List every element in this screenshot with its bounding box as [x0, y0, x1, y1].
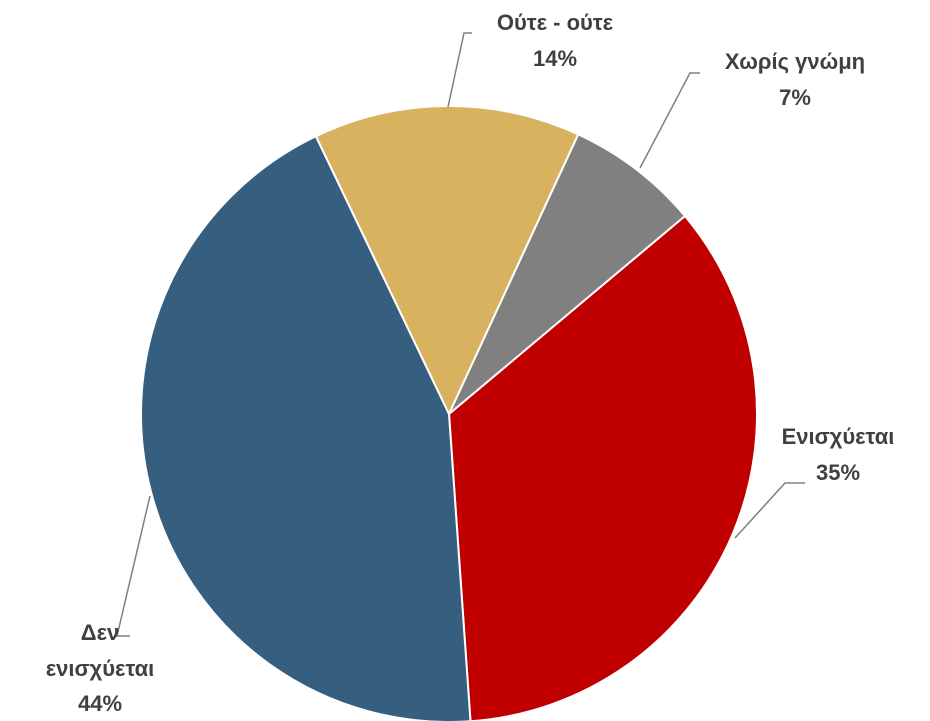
leader-lines — [116, 32, 805, 637]
pie-slice — [314, 105, 580, 417]
label-name: Ενισχύεται — [781, 424, 895, 449]
leader-line — [116, 495, 151, 637]
data-label: Ούτε - ούτε 14% — [470, 5, 640, 77]
label-value: 7% — [779, 85, 811, 110]
label-name: Ούτε - ούτε — [496, 10, 614, 35]
pie-slice — [140, 134, 472, 721]
label-name: Δεν ενισχύεται — [45, 620, 155, 681]
leader-line — [639, 72, 700, 169]
data-label: Ενισχύεται 35% — [768, 419, 908, 491]
data-label: Δεν ενισχύεται 44% — [35, 615, 165, 721]
leader-line — [734, 482, 805, 539]
pie-slice — [447, 214, 758, 721]
leader-line — [447, 32, 472, 108]
label-value: 35% — [815, 460, 861, 485]
data-label: Χωρίς γνώμη 7% — [700, 44, 890, 116]
pie-slice — [448, 133, 687, 415]
label-value: 44% — [77, 691, 123, 716]
label-value: 14% — [532, 46, 578, 71]
label-name: Χωρίς γνώμη — [724, 49, 866, 74]
slices — [140, 105, 758, 721]
